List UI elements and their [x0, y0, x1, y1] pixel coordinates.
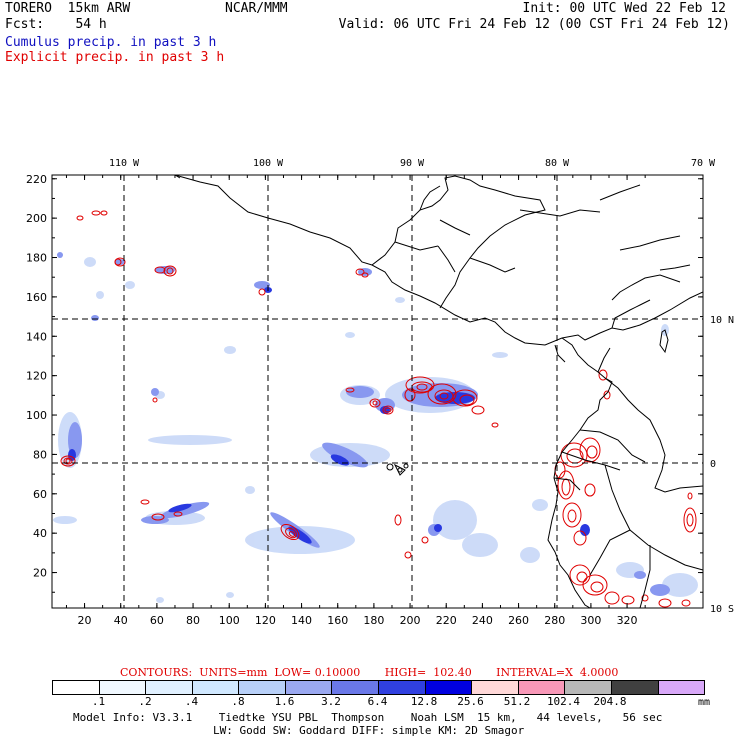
color-scale-swatch [379, 681, 426, 694]
x-tick-label: 260 [508, 614, 529, 627]
model-title: TORERO 15km ARW [5, 1, 131, 16]
color-scale-swatch [99, 681, 147, 694]
x-tick-label: 320 [617, 614, 638, 627]
y-tick-label: 180 [26, 252, 47, 265]
color-scale-swatch [146, 681, 193, 694]
init-time: Init: 00 UTC Wed 22 Feb 12 [522, 1, 727, 16]
color-scale-swatch [53, 681, 100, 694]
lat-lon-grid [52, 175, 703, 608]
x-tick-label: 300 [580, 614, 601, 627]
valid-time: Valid: 06 UTC Fri 24 Feb 12 (00 CST Fri … [338, 17, 730, 32]
color-scale-label: 12.8 [410, 695, 438, 708]
organization: NCAR/MMM [225, 1, 288, 16]
color-scale-swatch [425, 681, 473, 694]
color-scale-swatch [239, 681, 286, 694]
color-scale-label: 204.8 [593, 695, 627, 708]
x-tick-label: 180 [363, 614, 384, 627]
lon-label: 70 W [691, 158, 716, 169]
color-scale-label: .8 [231, 695, 245, 708]
y-tick-label: 140 [26, 330, 47, 343]
y-tick-label: 20 [33, 567, 47, 580]
color-scale-swatch [518, 681, 566, 694]
model-info-line1: Model Info: V3.3.1 Tiedtke YSU PBL Thomp… [73, 711, 663, 724]
x-tick-label: 80 [186, 614, 200, 627]
lon-label: 110 W [109, 158, 140, 169]
x-tick-label: 220 [436, 614, 457, 627]
color-scale-label: .2 [138, 695, 152, 708]
y-tick-label: 40 [33, 527, 47, 540]
color-scale-label: .4 [184, 695, 199, 708]
color-scale-label: 51.2 [503, 695, 531, 708]
lat-label: 10 S [710, 604, 734, 615]
color-scale-label: 1.6 [274, 695, 295, 708]
y-tick-label: 120 [26, 370, 47, 383]
color-scale-label: 25.6 [457, 695, 484, 708]
x-tick-label: 20 [78, 614, 92, 627]
contours-info: CONTOURS: UNITS=mm LOW= 0.10000 HIGH= 10… [120, 666, 619, 679]
color-scale-bar [52, 680, 705, 695]
x-tick-label: 120 [255, 614, 276, 627]
y-tick-label: 200 [26, 212, 47, 225]
color-scale-unit: mm [698, 697, 711, 708]
color-scale-swatch [472, 681, 519, 694]
color-scale-swatch [658, 681, 705, 694]
x-tick-label: 40 [114, 614, 128, 627]
color-scale-label: 6.4 [367, 695, 388, 708]
legend-explicit: Explicit precip. in past 3 h [5, 50, 225, 65]
map-frame [51, 174, 704, 609]
x-tick-label: 60 [150, 614, 164, 627]
y-tick-label: 60 [33, 488, 47, 501]
color-scale-label: .1 [91, 695, 106, 708]
lon-label: 100 W [253, 158, 284, 169]
map-axes: 220 200 180 160 140 120 100 80 60 40 20 20 40 60 80 100… [26, 158, 734, 627]
lat-label: 0 [710, 459, 716, 470]
x-tick-label: 100 [219, 614, 240, 627]
y-tick-label: 220 [26, 173, 47, 186]
legend-cumulus: Cumulus precip. in past 3 h [5, 35, 217, 50]
x-tick-label: 240 [472, 614, 493, 627]
color-scale-swatch [332, 681, 380, 694]
y-tick-label: 100 [26, 409, 47, 422]
color-scale-labels: .1 .2 .4 .8 1.6 3.2 6.4 12.8 25.6 51.2 102.4 204.8 [52, 695, 703, 708]
color-scale-swatch [192, 681, 240, 694]
lon-label: 80 W [545, 158, 570, 169]
model-info-line2: LW: Godd SW: Goddard DIFF: simple KM: 2D… [213, 724, 525, 737]
x-tick-label: 280 [544, 614, 565, 627]
precip-fields [53, 210, 698, 608]
color-scale-label: 102.4 [546, 695, 581, 708]
forecast-hour: Fcst: 54 h [5, 17, 107, 32]
color-scale-swatch [565, 681, 612, 694]
color-scale-swatch [285, 681, 333, 694]
color-scale-swatch [611, 681, 659, 694]
lat-label: 10 N [710, 315, 734, 326]
x-tick-label: 140 [291, 614, 312, 627]
x-tick-label: 160 [327, 614, 348, 627]
y-tick-label: 160 [26, 291, 47, 304]
lon-label: 90 W [400, 158, 425, 169]
y-tick-label: 80 [33, 448, 47, 461]
x-tick-label: 200 [400, 614, 421, 627]
color-scale-label: 3.2 [321, 695, 341, 708]
